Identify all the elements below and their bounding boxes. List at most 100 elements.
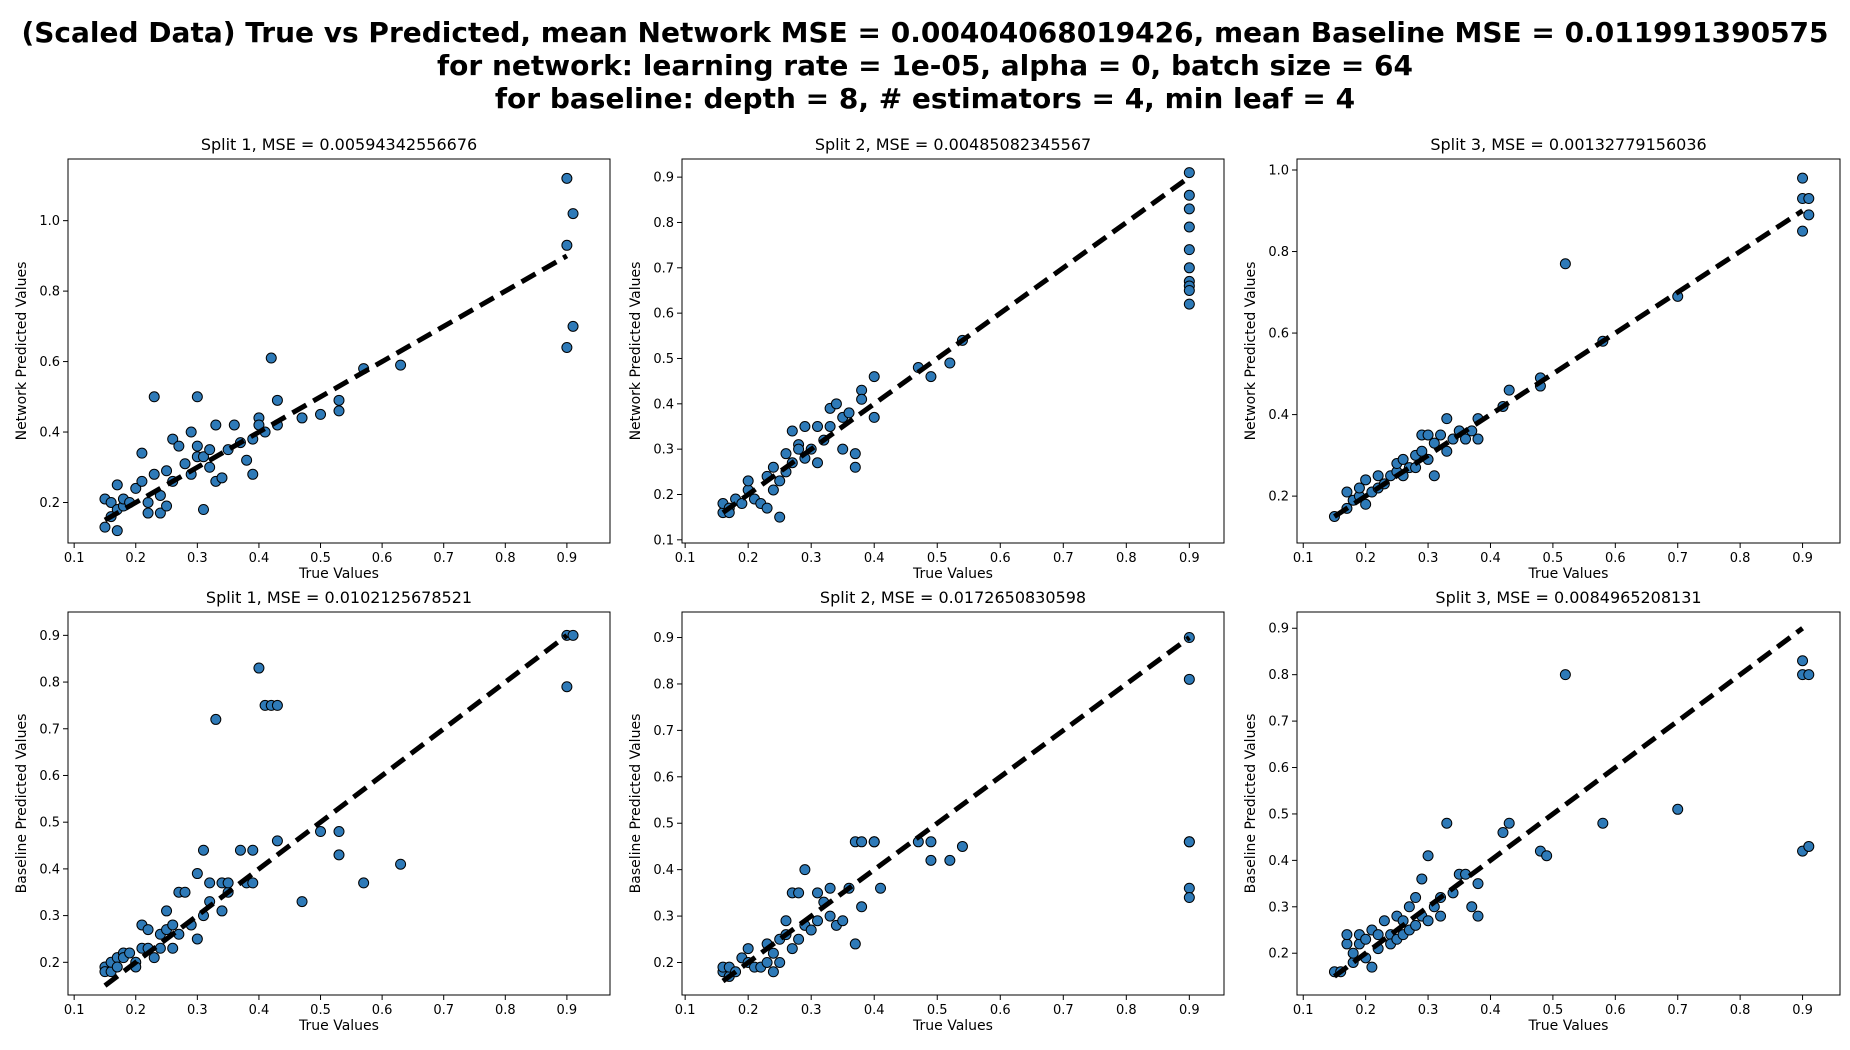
data-point [856,901,868,913]
y-tick-label: 1.0 [1268,164,1289,179]
y-tick-label: 0.1 [653,533,674,548]
x-tick-label: 0.3 [187,551,208,566]
data-point [1803,209,1815,221]
data-point [1797,172,1809,184]
data-point [1435,429,1447,441]
data-point [1441,413,1453,425]
y-tick-label: 0.4 [653,397,674,412]
y-tick-label: 0.3 [653,443,674,458]
data-point [1341,486,1353,498]
data-point [296,896,308,908]
y-tick-label: 0.6 [653,770,674,785]
data-point [191,391,203,403]
subplot-title: Split 2, MSE = 0.00485082345567 [815,135,1091,154]
data-point [1497,827,1509,839]
data-point [1341,938,1353,950]
data-point [1366,961,1378,973]
x-tick-label: 0.7 [1053,1003,1074,1018]
y-tick-label: 0.8 [653,677,674,692]
y-tick-label: 0.4 [1268,854,1289,869]
data-point [241,454,253,466]
x-tick-label: 0.1 [1293,551,1314,566]
data-point [148,391,160,403]
data-point [868,836,880,848]
y-tick-label: 0.9 [653,171,674,186]
data-point [1360,498,1372,510]
data-point [1472,910,1484,922]
data-point [925,371,937,383]
data-point [136,475,148,487]
subplot-3: Split 3, MSE = 0.00132779156036 0.1 0.2 0.3… [1243,135,1841,582]
y-axis-label: Baseline Predicted Values [1243,714,1259,894]
y-tick-label: 0.8 [39,676,60,691]
data-point [124,947,136,959]
data-point [111,525,123,537]
data-point [1428,437,1440,449]
data-point [1466,901,1478,913]
data-point [142,924,154,936]
data-point [793,443,805,455]
data-point [1559,258,1571,270]
data-point [333,394,345,406]
data-point [1183,836,1195,848]
y-tick-label: 0.6 [39,769,60,784]
x-tick-label: 0.2 [125,1003,146,1018]
data-point [767,484,779,496]
subplot-title: Split 1, MSE = 0.0102125678521 [206,588,472,607]
data-point [130,482,142,494]
data-point [161,500,173,512]
data-point [1183,673,1195,685]
y-tick-label: 0.8 [1268,245,1289,260]
subplot-6: Split 3, MSE = 0.0084965208131 0.1 0.2 0.3 0… [1243,588,1841,1034]
data-point [1472,433,1484,445]
data-point [1441,445,1453,457]
data-point [204,444,216,456]
data-point [856,384,868,396]
plot-frame [67,158,611,544]
data-point [1378,915,1390,927]
x-tick-label: 0.3 [801,1003,822,1018]
data-point [561,172,573,184]
data-point [793,887,805,899]
data-point [198,844,209,856]
data-point [824,910,836,922]
data-point [875,882,887,894]
y-tick-label: 0.8 [39,285,60,300]
data-point [154,507,166,519]
y-tick-label: 0.6 [39,355,60,370]
data-point [925,854,937,866]
subplot-1: Split 1, MSE = 0.00594342556676 0.1 0.2 0.3… [14,135,611,582]
data-point [358,877,370,889]
y-tick-label: 0.2 [39,496,60,511]
data-point [742,943,754,955]
data-point [805,924,817,936]
x-tick-label: 0.4 [1480,551,1501,566]
data-point [161,465,173,477]
data-point [1416,873,1428,885]
data-point [561,681,573,693]
data-point [812,915,823,927]
subplot-title: Split 3, MSE = 0.00132779156036 [1430,135,1706,154]
figure-title-line-2: for network: learning rate = 1e-05, alph… [436,49,1414,82]
x-tick-label: 0.1 [64,551,85,566]
data-point [271,699,283,711]
x-tick-label: 0.4 [249,1003,270,1018]
data-point [111,961,123,973]
data-point [1416,445,1428,457]
data-point [799,420,811,432]
data-point [179,886,191,898]
y-tick-label: 0.2 [1268,947,1289,962]
data-point [1503,817,1515,829]
data-point [925,836,937,848]
data-point [1347,947,1359,959]
data-point [271,394,283,406]
data-point [1472,878,1484,890]
x-tick-label: 0.7 [433,551,454,566]
ideal-fit-line [103,633,569,988]
data-point [296,412,308,424]
data-point [179,458,191,470]
x-tick-label: 0.5 [310,551,331,566]
x-axis-label: True Values [298,1018,379,1034]
y-tick-label: 0.9 [39,629,60,644]
data-point [567,629,579,641]
